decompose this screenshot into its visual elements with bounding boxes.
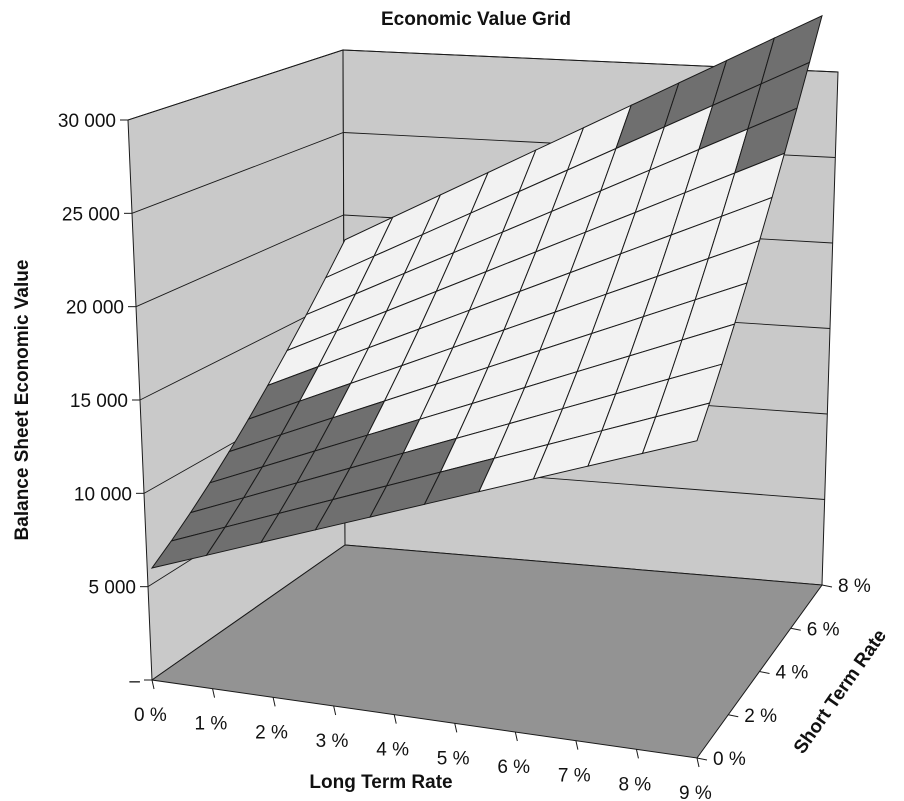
z-tick-label-3: 15 000 <box>70 391 128 412</box>
x-tick-label-3: 3 % <box>316 731 349 752</box>
x-tick-label-2: 2 % <box>255 722 288 743</box>
x-tick-label-7: 7 % <box>558 766 591 787</box>
x-tick-mark-4 <box>393 714 397 724</box>
x-tick-label-9: 9 % <box>679 783 712 801</box>
y-axis-title: Short Term Rate <box>790 626 891 758</box>
chart-title: Economic Value Grid <box>381 9 571 30</box>
gridline-30000 <box>127 49 839 121</box>
y-axis: 0 % 2 % 4 % 6 % 8 % <box>696 576 871 770</box>
x-tick-mark-0 <box>151 679 155 690</box>
y-tick-label-0: 0 % <box>713 749 746 770</box>
y-tick-mark-4 <box>821 584 833 588</box>
z-tick-label-5: 25 000 <box>62 204 120 225</box>
z-tick-label-0: – <box>129 671 140 692</box>
x-tick-mark-1 <box>212 688 216 698</box>
z-tick-label-6: 30 000 <box>58 111 116 132</box>
x-tick-label-0: 0 % <box>134 705 167 726</box>
z-axis-title: Balance Sheet Economic Value <box>12 260 33 541</box>
x-tick-mark-7 <box>575 740 579 750</box>
y-tick-label-1: 2 % <box>744 706 777 727</box>
surface <box>150 14 823 569</box>
x-tick-mark-6 <box>514 731 518 742</box>
x-tick-mark-9 <box>696 757 700 768</box>
y-tick-mark-3 <box>790 627 801 631</box>
y-tick-label-4: 8 % <box>838 576 871 597</box>
x-tick-mark-8 <box>635 749 639 759</box>
y-tick-label-3: 6 % <box>807 619 840 640</box>
x-tick-mark-5 <box>454 723 458 733</box>
y-tick-mark-1 <box>728 714 739 718</box>
surface-cell-9-0 <box>641 402 711 455</box>
z-tick-label-2: 10 000 <box>74 484 132 505</box>
x-tick-mark-2 <box>272 697 276 707</box>
x-tick-label-1: 1 % <box>195 714 228 735</box>
y-tick-label-2: 4 % <box>776 663 809 684</box>
z-tick-label-4: 20 000 <box>66 298 124 319</box>
x-tick-label-8: 8 % <box>618 774 651 795</box>
x-tick-mark-3 <box>333 705 337 716</box>
x-tick-label-5: 5 % <box>437 748 470 769</box>
x-axis-title: Long Term Rate <box>309 772 452 793</box>
z-tick-label-1: 5 000 <box>88 578 136 599</box>
y-tick-mark-0 <box>696 757 708 761</box>
x-tick-label-4: 4 % <box>376 740 409 761</box>
x-axis: 0 % 1 % 2 % 3 % 4 % 5 % 6 % 7 % 8 % 9 % <box>134 679 712 801</box>
x-tick-label-6: 6 % <box>497 757 530 778</box>
z-axis: – 5 000 10 000 15 000 20 000 25 000 30 000 <box>58 111 152 692</box>
y-tick-mark-2 <box>759 671 770 674</box>
